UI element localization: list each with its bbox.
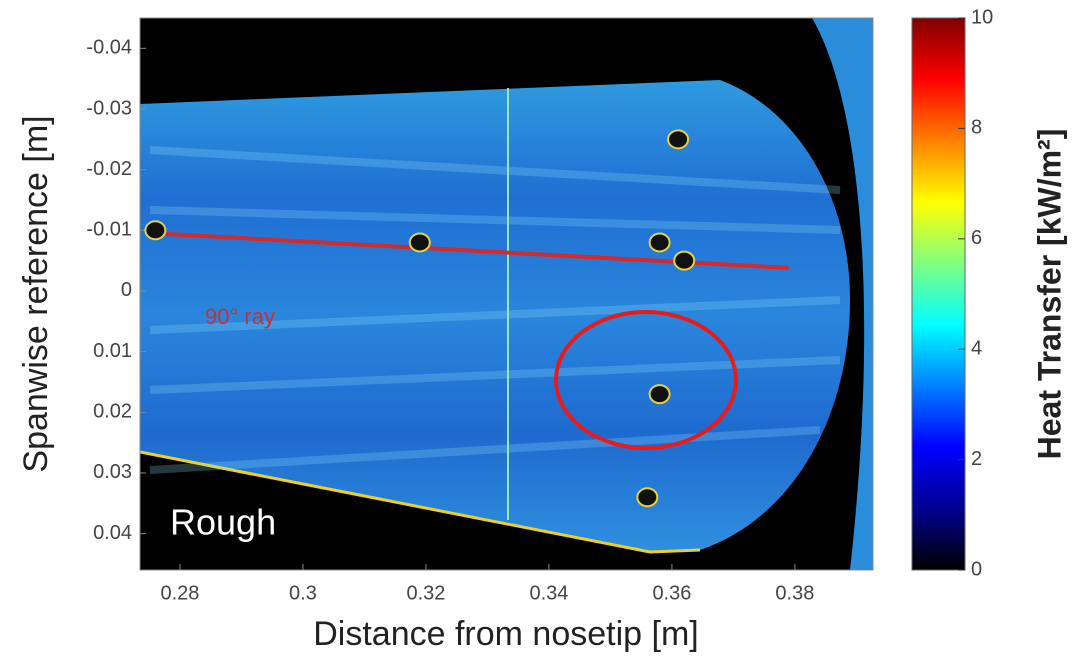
ray-label: 90° ray bbox=[205, 304, 275, 329]
y-tick-label: -0.04 bbox=[86, 37, 132, 59]
roughness-element bbox=[636, 487, 659, 508]
case-label: Rough bbox=[170, 502, 276, 543]
x-tick-label: 0.38 bbox=[775, 582, 814, 604]
x-tick-label: 0.28 bbox=[161, 582, 200, 604]
colorbar-tick-label: 2 bbox=[971, 448, 982, 470]
y-tick-label: -0.02 bbox=[86, 158, 132, 180]
colorbar-tick-label: 10 bbox=[971, 6, 993, 28]
colorbar-tick-label: 8 bbox=[971, 117, 982, 139]
image-layer bbox=[140, 18, 873, 570]
colorbar-tick-label: 6 bbox=[971, 227, 982, 249]
model-surface bbox=[140, 80, 850, 552]
colorbar bbox=[911, 17, 966, 571]
y-tick-label: 0.02 bbox=[93, 401, 132, 423]
model-edge bbox=[812, 18, 873, 570]
colorbar-label: Heat Transfer [kW/m²] bbox=[1031, 129, 1067, 460]
roughness-element bbox=[408, 232, 431, 253]
x-tick-label: 0.36 bbox=[652, 582, 691, 604]
roughness-element bbox=[673, 250, 696, 271]
y-tick-label: 0.01 bbox=[93, 340, 132, 362]
roughness-element bbox=[648, 384, 671, 405]
y-tick-label: -0.01 bbox=[86, 219, 132, 241]
plot-frame bbox=[139, 17, 874, 571]
colorbar-tick-label: 4 bbox=[971, 337, 982, 359]
colorbar-tick-label: 0 bbox=[971, 558, 982, 580]
y-tick-label: 0.04 bbox=[93, 522, 132, 544]
y-tick-label: 0 bbox=[121, 279, 132, 301]
highlight-ellipse bbox=[554, 310, 738, 450]
roughness-element bbox=[667, 129, 690, 150]
x-tick-label: 0.32 bbox=[406, 582, 445, 604]
roughness-element bbox=[648, 232, 671, 253]
x-axis-label: Distance from nosetip [m] bbox=[313, 615, 698, 653]
x-tick-label: 0.34 bbox=[529, 582, 568, 604]
y-tick-label: -0.03 bbox=[86, 97, 132, 119]
y-tick-label: 0.03 bbox=[93, 461, 132, 483]
model-edge-hot bbox=[140, 450, 701, 554]
roughness-element bbox=[144, 220, 167, 241]
y-axis-label: Spanwise reference [m] bbox=[17, 115, 55, 472]
x-tick-label: 0.3 bbox=[289, 582, 317, 604]
streaks bbox=[149, 146, 841, 474]
